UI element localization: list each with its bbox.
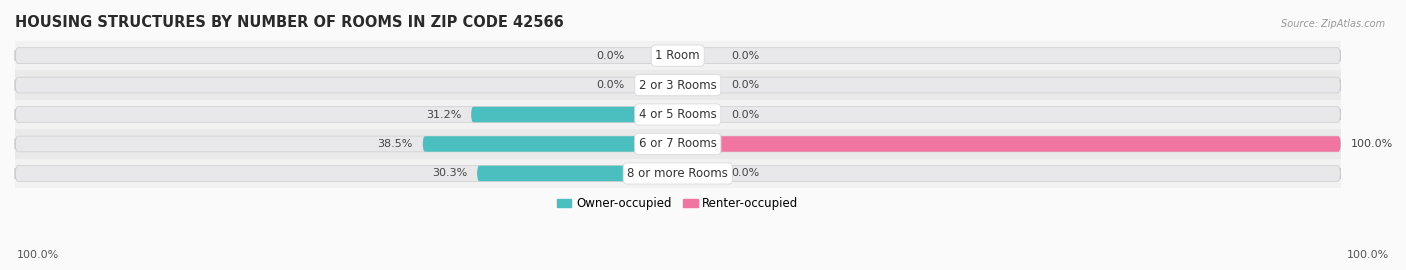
Text: 0.0%: 0.0%: [731, 50, 759, 61]
Text: 0.0%: 0.0%: [596, 50, 624, 61]
FancyBboxPatch shape: [471, 107, 678, 122]
Text: 0.0%: 0.0%: [731, 80, 759, 90]
Bar: [15, 100, 1340, 129]
Text: 8 or more Rooms: 8 or more Rooms: [627, 167, 728, 180]
FancyBboxPatch shape: [15, 136, 1341, 152]
Text: 100.0%: 100.0%: [1351, 139, 1393, 149]
Text: 1 Room: 1 Room: [655, 49, 700, 62]
Text: Source: ZipAtlas.com: Source: ZipAtlas.com: [1281, 19, 1385, 29]
Text: 4 or 5 Rooms: 4 or 5 Rooms: [638, 108, 717, 121]
Bar: [15, 41, 1340, 70]
Bar: [15, 129, 1340, 159]
Bar: [15, 70, 1340, 100]
Text: 0.0%: 0.0%: [596, 80, 624, 90]
Bar: [15, 159, 1340, 188]
Legend: Owner-occupied, Renter-occupied: Owner-occupied, Renter-occupied: [553, 192, 803, 215]
FancyBboxPatch shape: [477, 166, 678, 181]
Text: 6 or 7 Rooms: 6 or 7 Rooms: [638, 137, 717, 150]
Text: 2 or 3 Rooms: 2 or 3 Rooms: [638, 79, 717, 92]
FancyBboxPatch shape: [678, 136, 1340, 152]
FancyBboxPatch shape: [15, 166, 1341, 181]
FancyBboxPatch shape: [15, 107, 1341, 122]
FancyBboxPatch shape: [423, 136, 678, 152]
Text: 100.0%: 100.0%: [1347, 250, 1389, 260]
FancyBboxPatch shape: [15, 77, 1341, 93]
Text: HOUSING STRUCTURES BY NUMBER OF ROOMS IN ZIP CODE 42566: HOUSING STRUCTURES BY NUMBER OF ROOMS IN…: [15, 15, 564, 30]
Text: 31.2%: 31.2%: [426, 110, 461, 120]
FancyBboxPatch shape: [15, 48, 1341, 63]
Text: 0.0%: 0.0%: [731, 110, 759, 120]
Text: 0.0%: 0.0%: [731, 168, 759, 178]
Text: 100.0%: 100.0%: [17, 250, 59, 260]
Text: 38.5%: 38.5%: [377, 139, 413, 149]
Text: 30.3%: 30.3%: [432, 168, 467, 178]
